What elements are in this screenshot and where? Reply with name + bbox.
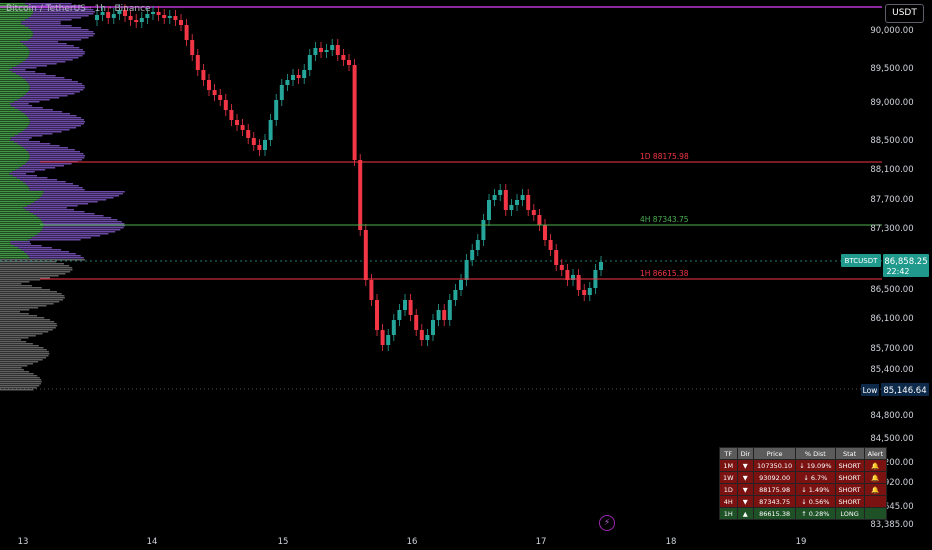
svg-text:86,858.25: 86,858.25	[884, 257, 927, 267]
currency-button[interactable]: USDT	[885, 4, 924, 23]
price-tick: 89,500.00	[870, 64, 913, 74]
table-cell: 🔔	[863, 483, 888, 496]
table-header: Dir	[736, 447, 755, 460]
table-header: Alert	[863, 447, 888, 460]
table-cell: 4H	[719, 495, 738, 508]
table-header: Price	[753, 447, 797, 460]
table-cell: 93092.00	[753, 471, 797, 484]
table-cell: SHORT	[834, 495, 865, 508]
table-cell: 1D	[719, 483, 738, 496]
table-cell: ↓ 6.7%	[795, 471, 836, 484]
table-cell: 🔔	[863, 459, 888, 472]
table-cell	[863, 495, 888, 508]
table-header: % Dist	[795, 447, 836, 460]
price-tick: 83,645.00	[870, 502, 913, 512]
svg-text:22:42: 22:42	[886, 267, 909, 276]
price-tick: 84,200.00	[870, 458, 913, 468]
svg-text:85,146.64: 85,146.64	[883, 386, 926, 396]
lightning-icon[interactable]: ⚡	[599, 515, 615, 531]
price-tick: 87,700.00	[870, 195, 913, 205]
level-label: 1D 88175.98	[640, 152, 689, 161]
table-cell: ▼	[736, 459, 755, 472]
table-cell: LONG	[834, 507, 865, 520]
table-cell: SHORT	[834, 471, 865, 484]
table-cell: ↓ 19.09%	[795, 459, 836, 472]
table-cell: ▲	[736, 507, 755, 520]
table-cell: ↓ 1.49%	[795, 483, 836, 496]
time-axis[interactable]: 13 14 15 16 17 18 19	[18, 537, 807, 547]
price-tick: 84,800.00	[870, 411, 913, 421]
low-price-badge: Low 85,146.64	[861, 383, 929, 396]
price-axis[interactable]: 90,000.00 89,500.00 89,000.00 88,500.00 88,1…	[841, 26, 929, 530]
price-tick: 89,000.00	[870, 98, 913, 108]
candles	[95, 4, 603, 351]
time-tick: 15	[278, 537, 289, 547]
table-cell: ▼	[736, 495, 755, 508]
table-cell: 1W	[719, 471, 738, 484]
table-row: 1H ▲ 86615.38 ↑ 0.28% LONG	[719, 507, 888, 520]
table-cell: 86615.38	[753, 507, 797, 520]
table-cell: 1H	[719, 507, 738, 520]
symbol-title[interactable]: Bitcoin / TetherUS · 1h · Binance	[6, 4, 151, 14]
level-label: 1H 86615.38	[640, 269, 689, 278]
table-cell: SHORT	[834, 459, 865, 472]
price-tick: 83,920.00	[870, 478, 913, 488]
time-tick: 13	[18, 537, 29, 547]
price-tick: 84,500.00	[870, 434, 913, 444]
table-cell	[863, 507, 888, 520]
time-tick: 18	[666, 537, 677, 547]
time-tick: 16	[407, 537, 418, 547]
table-cell: 87343.75	[753, 495, 797, 508]
time-tick: 14	[147, 537, 158, 547]
price-tick: 86,500.00	[870, 285, 913, 295]
signal-table: TF Dir Price% Dist Stat Alert 1M ▼ 107350.10 ↓ …	[719, 447, 888, 520]
time-tick: 17	[536, 537, 547, 547]
table-cell: ↓ 0.56%	[795, 495, 836, 508]
table-row: 1D ▼ 88175.98 ↓ 1.49% SHORT 🔔	[719, 483, 888, 496]
price-tick: 88,100.00	[870, 165, 913, 175]
svg-text:Low: Low	[863, 386, 878, 395]
volume-profile	[0, 3, 125, 391]
table-cell: SHORT	[834, 483, 865, 496]
table-cell: 88175.98	[753, 483, 797, 496]
table-row: 1W ▼ 93092.00 ↓ 6.7% SHORT 🔔	[719, 471, 888, 484]
table-header: TF	[719, 447, 738, 460]
price-tick: 85,700.00	[870, 344, 913, 354]
price-tick: 86,100.00	[870, 314, 913, 324]
price-tick: 90,000.00	[870, 26, 913, 36]
level-label: 4H 87343.75	[640, 215, 689, 224]
table-header: Stat	[834, 447, 865, 460]
price-tick: 83,385.00	[870, 520, 913, 530]
table-cell: 107350.10	[753, 459, 797, 472]
table-cell: 🔔	[863, 471, 888, 484]
price-tick: 87,300.00	[870, 224, 913, 234]
time-tick: 19	[796, 537, 807, 547]
table-row: 1M ▼ 107350.10 ↓ 19.09% SHORT 🔔	[719, 459, 888, 472]
table-row: 4H ▼ 87343.75 ↓ 0.56% SHORT	[719, 495, 888, 508]
table-cell: ▼	[736, 471, 755, 484]
price-tick: 85,400.00	[870, 365, 913, 375]
table-cell: ▼	[736, 483, 755, 496]
price-tick: 88,500.00	[870, 136, 913, 146]
svg-text:BTCUSDT: BTCUSDT	[845, 257, 879, 265]
table-cell: ↑ 0.28%	[795, 507, 836, 520]
table-cell: 1M	[719, 459, 738, 472]
